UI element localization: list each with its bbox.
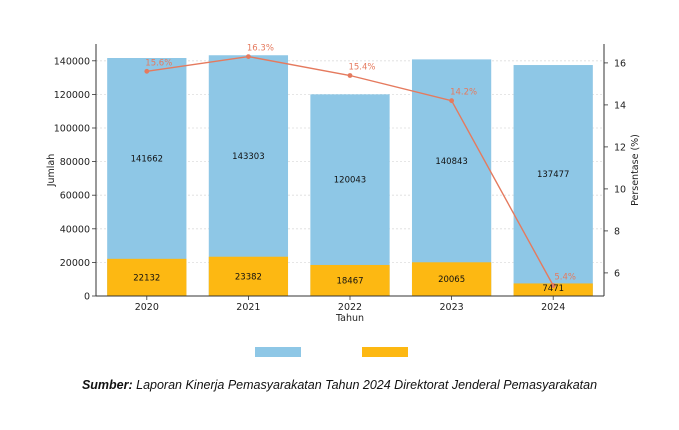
bar-total-label-2022: 120043 — [334, 176, 366, 186]
bar-portion-2021 — [208, 256, 289, 296]
y-axis-title: Jumlah — [46, 154, 57, 188]
bar-portion-2024 — [513, 283, 593, 296]
y2-tick-label: 10 — [614, 184, 626, 195]
legend-swatch-portion — [362, 347, 408, 357]
x-tick-label: 2023 — [440, 302, 464, 313]
axes: 0 20000 40000 60000 80000 100000 120000 140000 6… — [46, 44, 641, 324]
bar-total-2020 — [107, 58, 187, 296]
y2-tick-label: 12 — [614, 142, 626, 153]
bar-portion-label-2022: 18467 — [336, 276, 363, 286]
bar-total-label-2023: 140843 — [435, 157, 467, 167]
combo-chart: 0 20000 40000 60000 80000 100000 120000 140000 6… — [46, 44, 641, 357]
y2-axis-title: Persentase (%) — [630, 134, 641, 206]
data-labels: 15.6% 16.3% 15.4% 14.2% 5.4% 141662 22132 14330… — [131, 44, 576, 294]
y-tick-label: 100000 — [54, 124, 90, 135]
y2-tick-label: 8 — [614, 226, 620, 237]
x-tick-label: 2020 — [135, 302, 159, 313]
bar-total-2024 — [513, 65, 593, 297]
legend-swatch-total — [255, 347, 301, 357]
y2-tick-label: 16 — [614, 58, 626, 69]
percentage-point-2021 — [246, 54, 251, 59]
source-caption-text: Laporan Kinerja Pemasyarakatan Tahun 202… — [132, 378, 598, 392]
source-caption-lead: Sumber: — [81, 378, 133, 392]
percentage-label-2023: 14.2% — [450, 88, 477, 98]
y-tick-label: 120000 — [54, 90, 90, 101]
bar-total-2022 — [310, 94, 390, 296]
percentage-point-2022 — [347, 73, 353, 78]
x-tick-label: 2024 — [541, 302, 565, 313]
y-tick-label: 80000 — [60, 157, 90, 168]
bar-total-2021 — [208, 55, 289, 296]
percentage-line — [144, 54, 556, 288]
x-axis-title: Tahun — [335, 313, 364, 324]
percentage-point-2020 — [144, 68, 150, 74]
y-tick-label: 40000 — [60, 224, 90, 235]
percentage-label-2024: 5.4% — [554, 273, 576, 283]
y-tick-label: 20000 — [60, 258, 90, 269]
bar-portion-label-2024: 7471 — [542, 284, 564, 294]
y-tick-label: 0 — [84, 292, 90, 303]
y-tick-label: 140000 — [54, 56, 90, 67]
percentage-label-2020: 15.6% — [145, 58, 172, 68]
percentage-label-2022: 15.4% — [348, 63, 375, 73]
percentage-point-2023 — [449, 98, 454, 104]
x-tick-label: 2022 — [338, 302, 362, 313]
x-tick-label: 2021 — [236, 302, 260, 313]
bar-total-label-2024: 137477 — [537, 170, 569, 180]
bar-portion-label-2021: 23382 — [235, 272, 262, 282]
bar-portion-label-2023: 20065 — [438, 275, 465, 285]
legend — [255, 347, 408, 357]
source-caption: Sumber: Laporan Kinerja Pemasyarakatan T… — [0, 378, 679, 392]
bars — [107, 55, 593, 297]
y-tick-label: 60000 — [60, 191, 90, 202]
y2-tick-label: 6 — [614, 268, 620, 279]
percentage-point-2024 — [550, 283, 556, 288]
bar-portion-2020 — [107, 258, 187, 296]
bar-total-label-2020: 141662 — [131, 154, 163, 164]
y2-tick-label: 14 — [614, 100, 626, 111]
percentage-label-2021: 16.3% — [247, 44, 274, 54]
bar-portion-2022 — [310, 264, 390, 296]
bar-portion-label-2020: 22132 — [133, 273, 160, 283]
bar-total-label-2021: 143303 — [232, 152, 264, 162]
bar-portion-2023 — [411, 262, 492, 296]
